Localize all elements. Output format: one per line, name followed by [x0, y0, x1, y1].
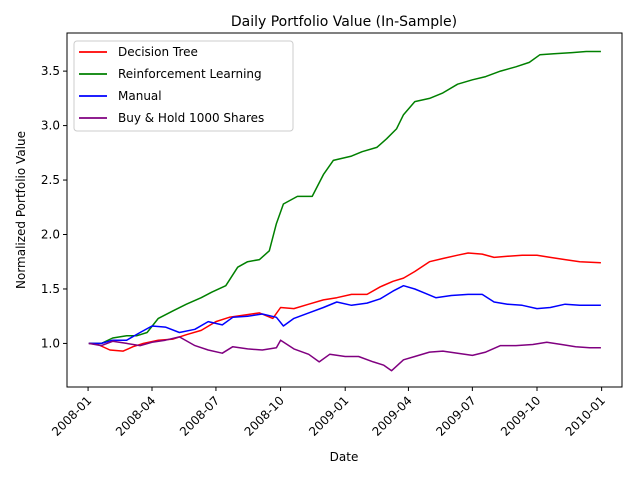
y-axis-label: Normalized Portfolio Value: [14, 131, 28, 289]
legend-label-0: Decision Tree: [118, 45, 198, 59]
series-line-3: [88, 336, 601, 372]
chart-title: Daily Portfolio Value (In-Sample): [231, 14, 457, 30]
y-tick-label: 3.0: [41, 119, 60, 133]
series-layer: [88, 50, 601, 372]
y-tick-label: 2.5: [41, 173, 60, 187]
x-tick-label: 2009-10: [498, 393, 543, 438]
x-tick-label: 2008-10: [242, 393, 287, 438]
y-tick-label: 2.0: [41, 228, 60, 242]
y-tick-label: 3.5: [41, 64, 60, 78]
x-tick-label: 2010-01: [563, 393, 608, 438]
legend-box: [73, 40, 294, 132]
x-tick-label: 2008-01: [49, 393, 94, 438]
x-axis-label: Date: [330, 450, 359, 464]
y-tick-label: 1.0: [41, 336, 60, 350]
legend-label-2: Manual: [118, 89, 162, 103]
y-tick-label: 1.5: [41, 282, 60, 296]
x-tick-label: 2009-07: [433, 393, 478, 438]
x-axis-ticks: 2008-01 2008-04 2008-07 2008-10 2009-01 2009-…: [49, 387, 608, 439]
series-line-0: [88, 252, 601, 352]
y-axis-ticks: 1.0 1.5 2.0 2.5 3.0 3.5: [41, 64, 67, 350]
legend-label-3: Buy & Hold 1000 Shares: [118, 111, 264, 125]
legend: Decision Tree Reinforcement Learning Manua…: [73, 40, 294, 132]
plot-frame: [66, 32, 623, 388]
x-tick-label: 2008-07: [177, 393, 222, 438]
x-tick-label: 2008-04: [113, 393, 158, 438]
series-line-1: [88, 50, 601, 345]
legend-label-1: Reinforcement Learning: [118, 67, 262, 81]
series-line-2: [88, 284, 601, 345]
x-tick-label: 2009-04: [369, 393, 414, 438]
x-tick-label: 2009-01: [306, 393, 351, 438]
